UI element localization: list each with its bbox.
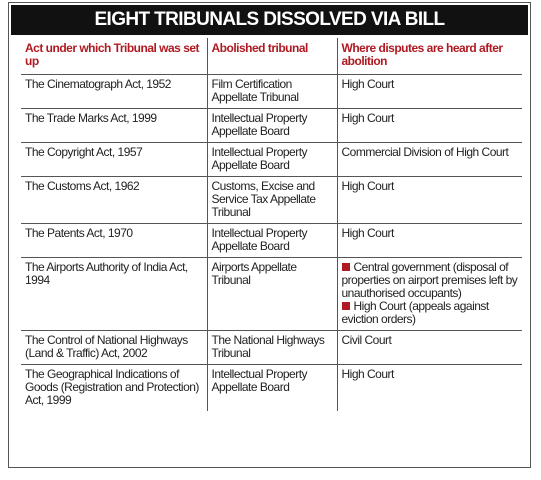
cell: The Cinematograph Act, 1952: [21, 74, 207, 109]
cell: The Geographical Indications of Goods (R…: [21, 364, 207, 411]
cell: The Airports Authority of India Act, 199…: [21, 257, 207, 331]
cell: Airports Appellate Tribunal: [206, 257, 337, 331]
table-row: The Trade Marks Act, 1999 Intellectual Pr…: [21, 108, 522, 143]
header-row: Act under which Tribunal was set up Aboli…: [21, 38, 522, 75]
cell: High Court: [336, 108, 522, 143]
table-row: The Control of National Highways (Land &…: [21, 330, 522, 365]
table-row: The Airports Authority of India Act, 199…: [21, 257, 522, 331]
column-header: Where disputes are heard after abolition: [336, 38, 522, 75]
cell: Intellectual Property Appellate Board: [206, 142, 337, 177]
table-row: The Patents Act, 1970 Intellectual Proper…: [21, 223, 522, 258]
cell: High Court: [336, 364, 522, 411]
cell: Commercial Division of High Court: [336, 142, 522, 177]
cell: The Copyright Act, 1957: [21, 142, 207, 177]
list-item: High Court (appeals against eviction ord…: [341, 299, 519, 326]
list-item: Central government (disposal of properti…: [341, 260, 519, 300]
cell: The Control of National Highways (Land &…: [21, 330, 207, 365]
table: Act under which Tribunal was set up Aboli…: [21, 38, 522, 411]
cell: The Patents Act, 1970: [21, 223, 207, 258]
cell: High Court: [336, 223, 522, 258]
cell: Civil Court: [336, 330, 522, 365]
item-text: High Court (appeals against eviction ord…: [341, 299, 490, 326]
cell: High Court: [336, 74, 522, 109]
cell: Customs, Excise and Service Tax Appellat…: [206, 176, 337, 224]
cell: Intellectual Property Appellate Board: [206, 223, 337, 258]
cell: Central government (disposal of properti…: [336, 257, 522, 331]
cell: The National Highways Tribunal: [206, 330, 337, 365]
cell: The Trade Marks Act, 1999: [21, 108, 207, 143]
cell: Intellectual Property Appellate Board: [206, 364, 337, 411]
bullet: [341, 263, 350, 271]
cell: High Court: [336, 176, 522, 224]
column-header: Act under which Tribunal was set up: [25, 41, 200, 68]
column-header: Abolished tribunal: [206, 38, 337, 75]
cell: Film Certification Appellate Tribunal: [206, 74, 337, 109]
bullet: [341, 302, 350, 310]
table-row: The Copyright Act, 1957 Intellectual Prop…: [21, 142, 522, 177]
frame: EIGHT TRIBUNALS DISSOLVED VIA BILL Act u…: [8, 2, 531, 468]
table-row: The Geographical Indications of Goods (R…: [21, 364, 522, 411]
table-row: The Cinematograph Act, 1952 Film Certific…: [21, 74, 522, 109]
cell: Intellectual Property Appellate Board: [206, 108, 337, 143]
cell: The Customs Act, 1962: [21, 176, 207, 224]
item-text: Central government (disposal of properti…: [341, 260, 518, 300]
title: EIGHT TRIBUNALS DISSOLVED VIA BILL: [11, 5, 528, 35]
table-row: The Customs Act, 1962 Customs, Excise and…: [21, 176, 522, 224]
